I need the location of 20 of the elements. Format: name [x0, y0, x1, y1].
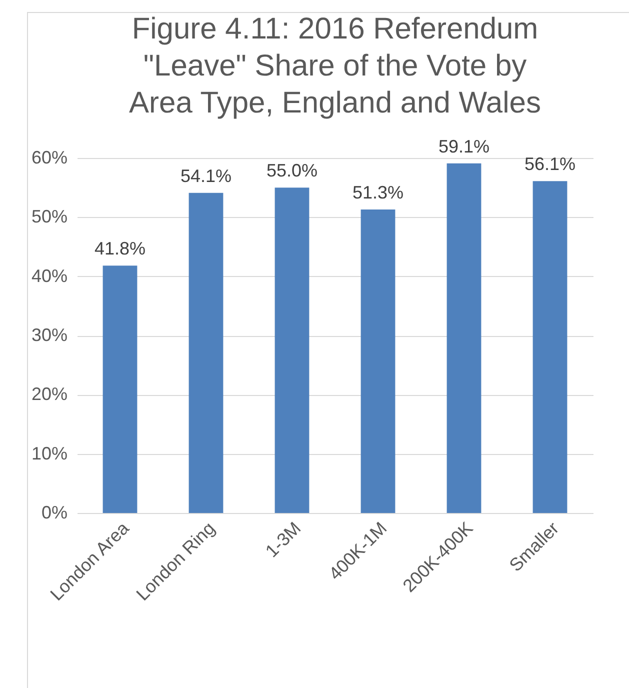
- y-tick-label: 20%: [31, 384, 68, 404]
- bar: [446, 163, 482, 513]
- y-tick-label: 40%: [31, 266, 68, 286]
- y-tick-label: 10%: [31, 443, 68, 464]
- data-label: 41.8%: [94, 238, 146, 259]
- data-label: 56.1%: [524, 154, 576, 174]
- bar: [188, 192, 224, 513]
- bar: [274, 188, 310, 513]
- y-tick-label: 60%: [31, 148, 68, 168]
- y-tick-label: 0%: [41, 502, 68, 522]
- bar: [102, 266, 138, 513]
- chart-title: Figure 4.11: 2016 Referendum "Leave" Share of the Vote by Area Type, England and Wales: [129, 12, 541, 120]
- y-tick-label: 30%: [31, 325, 68, 345]
- bar: [532, 181, 568, 513]
- data-label: 55.0%: [266, 160, 318, 181]
- data-label: 54.1%: [180, 166, 232, 186]
- data-label: 51.3%: [352, 182, 404, 202]
- y-tick-label: 50%: [31, 206, 68, 227]
- bar: [360, 209, 396, 513]
- data-label: 59.1%: [438, 136, 490, 156]
